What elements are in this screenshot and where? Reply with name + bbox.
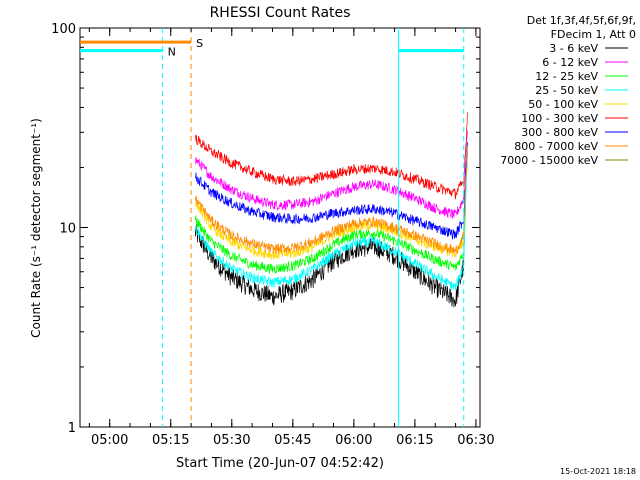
legend-label-800-7000-kev: 800 - 7000 keV: [514, 140, 598, 153]
x-tick-label: 05:45: [274, 433, 311, 448]
axis-layer: 05:00 05:15 05:30 05:45 06:00 06:15 06:30 1 10 10…: [51, 22, 494, 448]
legend-label-25-50-kev: 25 - 50 keV: [535, 84, 598, 97]
legend: Det 1f,3f,4f,5f,6f,9f, FDecim 1, Att 0 3…: [500, 14, 636, 167]
x-tick-label: 06:15: [396, 433, 433, 448]
legend-label-300-800-kev: 300 - 800 keV: [521, 126, 598, 139]
series-layer: [194, 112, 468, 308]
plot-area-frame: [79, 27, 481, 428]
annotation-label-n: N: [168, 46, 176, 59]
x-tick-label: 05:00: [91, 433, 128, 448]
series-line-6-12-kev: [195, 130, 468, 219]
legend-label-12-25-kev: 12 - 25 keV: [535, 70, 598, 83]
x-tick-label: 06:30: [457, 433, 494, 448]
y-axis-label: Count Rate (s⁻¹ detector segment⁻¹): [29, 118, 43, 338]
y-tick-label: 100: [51, 22, 76, 37]
series-line-100-300-kev: [194, 112, 468, 200]
legend-label-3-6-kev: 3 - 6 keV: [549, 42, 598, 55]
legend-label-50-100-kev: 50 - 100 keV: [528, 98, 598, 111]
x-tick-label: 06:00: [335, 433, 372, 448]
legend-label-100-300-kev: 100 - 300 keV: [521, 112, 598, 125]
legend-title-line-1: Det 1f,3f,4f,5f,6f,9f,: [527, 14, 636, 27]
x-tick-label: 05:30: [213, 433, 250, 448]
y-tick-label: 1: [68, 421, 76, 436]
series-line-3-6-kev: [194, 153, 468, 308]
legend-title-line-2: FDecim 1, Att 0: [551, 28, 636, 41]
annotation-layer: SN: [80, 28, 465, 427]
series-line-12-25-kev: [194, 143, 468, 275]
series-line-800-7000-kev: [194, 146, 468, 255]
annotation-label-s: S: [196, 37, 203, 50]
footer-timestamp: 15-Oct-2021 18:18: [560, 467, 636, 476]
y-tick-label: 10: [59, 222, 76, 237]
x-axis-label: Start Time (20-Jun-07 04:52:42): [176, 456, 384, 471]
chart-title: RHESSI Count Rates: [210, 5, 351, 21]
legend-label-6-12-kev: 6 - 12 keV: [542, 56, 598, 69]
series-line-300-800-kev: [194, 142, 468, 240]
series-line-25-50-kev: [194, 150, 468, 291]
x-tick-label: 05:15: [152, 433, 189, 448]
legend-label-7000-15000-kev: 7000 - 15000 keV: [500, 154, 598, 167]
